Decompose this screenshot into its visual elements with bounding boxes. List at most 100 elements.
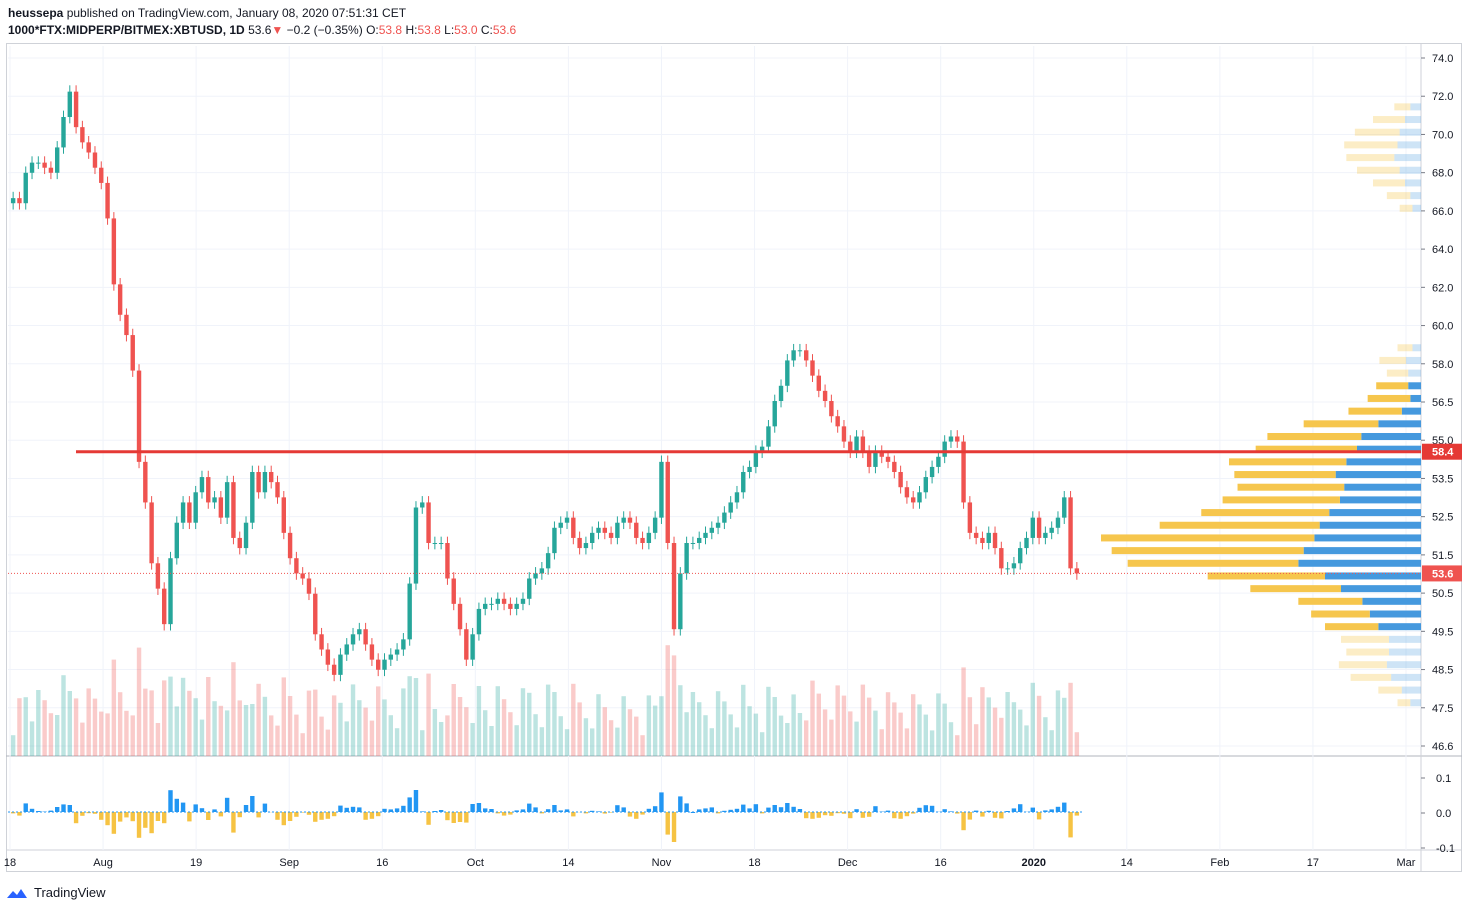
oscillator-bar <box>401 805 406 812</box>
volume-profile-down-bar <box>1397 344 1413 352</box>
candle-body <box>10 198 16 204</box>
volume-bar <box>873 710 878 756</box>
oscillator-bar <box>206 812 211 820</box>
oscillator-bar <box>772 805 777 812</box>
volume-bar <box>237 700 242 756</box>
oscillator-bar <box>709 807 714 812</box>
oscillator-bar <box>117 812 123 822</box>
volume-profile-down-bar <box>1159 521 1320 529</box>
volume-profile-down-bar <box>1399 204 1413 212</box>
candle-body <box>608 532 614 538</box>
volume-bar <box>1036 695 1042 756</box>
volume-bar <box>124 710 129 756</box>
volume-profile-down-bar <box>1267 433 1362 440</box>
candle-body <box>388 654 393 660</box>
oscillator-bar <box>734 808 740 812</box>
oscillator-bar <box>848 812 853 819</box>
candle-body <box>596 527 601 533</box>
volume-bar <box>829 719 834 756</box>
volume-profile-up-bar <box>1406 356 1421 364</box>
candle-body <box>646 532 652 543</box>
candle-body <box>640 537 645 543</box>
candle-body <box>111 218 117 285</box>
candle-body <box>948 436 954 442</box>
candle-body <box>206 477 211 503</box>
volume-profile-down-bar <box>1201 509 1330 517</box>
volume-bar <box>659 696 664 756</box>
oscillator-bar <box>294 812 299 817</box>
candle-body <box>67 91 72 117</box>
candle-body <box>218 497 224 518</box>
oscillator-bar <box>583 812 589 814</box>
volume-bar <box>923 714 928 756</box>
volume-bar <box>470 723 475 756</box>
volume-bar <box>1062 697 1067 756</box>
oscillator-bar <box>797 809 803 812</box>
candle-body <box>187 502 192 523</box>
candle-body <box>866 451 872 467</box>
oscillator-bar <box>363 812 368 820</box>
open-label: O: <box>366 23 379 37</box>
footer-brand[interactable]: TradingView <box>34 885 106 900</box>
oscillator-bar <box>697 809 702 812</box>
volume-bar <box>810 680 815 756</box>
oscillator-bar <box>722 810 727 812</box>
volume-profile-down-bar <box>1376 382 1409 390</box>
candle-body <box>331 664 337 675</box>
volume-profile-down-bar <box>1367 394 1411 402</box>
price-tick-label: 62.0 <box>1432 282 1453 294</box>
candle-body <box>879 451 884 457</box>
oscillator-bar <box>300 812 305 813</box>
candle-body <box>860 436 866 452</box>
oscillator-bar <box>715 812 721 814</box>
oscillator-bar <box>476 803 482 812</box>
volume-profile-down-bar <box>1303 420 1379 428</box>
oscillator-bar <box>67 805 72 812</box>
oscillator-bar <box>407 797 412 812</box>
volume-bar <box>715 691 721 756</box>
candle-body <box>545 553 551 569</box>
volume-bar <box>533 714 538 756</box>
volume-profile-down-bar <box>1250 585 1341 593</box>
candle-body <box>149 502 154 564</box>
oscillator-bar <box>29 808 35 812</box>
tradingview-logo-icon[interactable] <box>6 886 28 900</box>
oscillator-bar <box>986 810 991 812</box>
price-tick-label: 56.5 <box>1432 397 1453 409</box>
publisher-name[interactable]: heussepa <box>8 6 64 20</box>
oscillator-bar <box>61 804 66 812</box>
candle-body <box>728 502 733 513</box>
candle-body <box>992 532 998 549</box>
volume-bar <box>180 677 186 756</box>
volume-profile-down-bar <box>1397 699 1411 707</box>
oscillator-bar <box>1062 802 1067 812</box>
volume-bar <box>1043 717 1048 756</box>
volume-bar <box>860 684 866 756</box>
low-label: L: <box>444 23 455 37</box>
volume-bar <box>703 715 708 756</box>
volume-bar <box>917 704 922 756</box>
oscillator-bar <box>829 812 834 816</box>
oscillator-bar <box>759 812 765 814</box>
symbol-name[interactable]: 1000*FTX:MIDPERP/BITMEX:XBTUSD, 1D <box>8 23 245 37</box>
volume-bar <box>476 686 482 756</box>
high-label: H: <box>405 23 418 37</box>
time-label: 14 <box>1121 857 1133 869</box>
candle-body <box>174 522 179 559</box>
volume-bar <box>319 716 324 756</box>
candle-body <box>256 472 261 493</box>
volume-profile-down-bar <box>1298 597 1363 605</box>
price-tick-label: 70.0 <box>1432 129 1453 141</box>
oscillator-bar <box>262 803 268 812</box>
candle-body <box>1043 532 1048 538</box>
oscillator-bar <box>898 812 903 819</box>
candle-body <box>438 543 444 544</box>
oscillator-bar <box>86 812 91 814</box>
candle-body <box>168 558 173 625</box>
oscillator-bar <box>1018 804 1023 812</box>
oscillator-bar <box>470 804 475 812</box>
volume-bar <box>382 699 387 756</box>
volume-profile-down-bar <box>1101 534 1315 542</box>
volume-bar <box>527 692 532 756</box>
